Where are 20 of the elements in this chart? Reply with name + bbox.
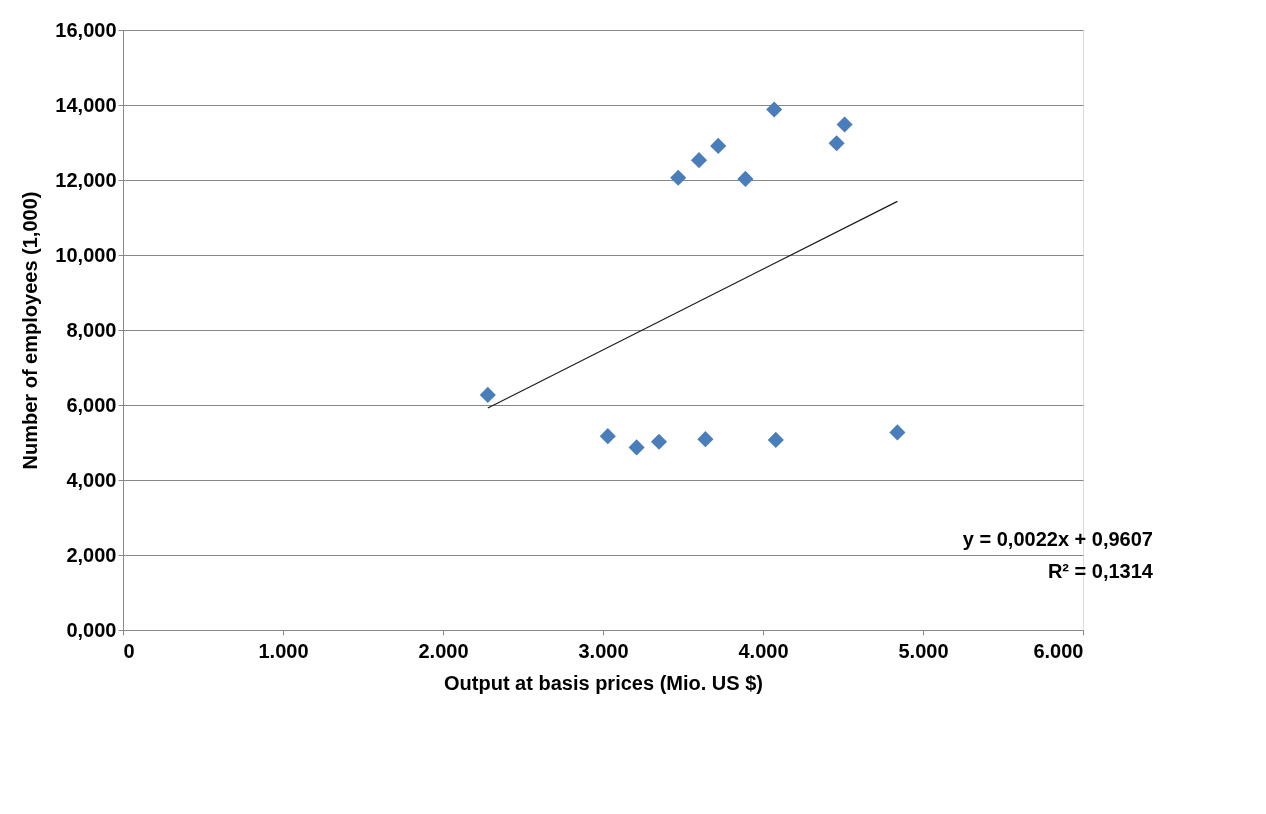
y-tick-label: 12,000 — [55, 168, 117, 191]
x-tick-label: 3.000 — [578, 639, 629, 662]
x-tick-label: 6.000 — [1033, 639, 1084, 662]
y-tick-label: 14,000 — [55, 93, 117, 116]
y-tick-label: 16,000 — [55, 18, 117, 41]
y-tick-label: 8,000 — [66, 318, 117, 341]
annotation: R² = 0,1314 — [1047, 560, 1154, 582]
annotation: y = 0,0022x + 0,9607 — [962, 528, 1153, 550]
x-tick-label: 5.000 — [898, 639, 949, 662]
x-tick-label: 1.000 — [258, 639, 309, 662]
y-tick-label: 2,000 — [66, 543, 117, 566]
y-tick-label: 10,000 — [55, 243, 117, 266]
y-tick-label: 4,000 — [66, 468, 117, 491]
y-tick-label: 0,000 — [66, 618, 117, 641]
x-tick-label: 0 — [123, 639, 135, 662]
x-tick-label: 4.000 — [738, 639, 789, 662]
y-axis-title: Number of employees (1,000) — [19, 191, 42, 470]
x-tick-label: 2.000 — [418, 639, 469, 662]
x-axis-title: Output at basis prices (Mio. US $) — [444, 671, 763, 694]
y-tick-label: 6,000 — [66, 393, 117, 416]
